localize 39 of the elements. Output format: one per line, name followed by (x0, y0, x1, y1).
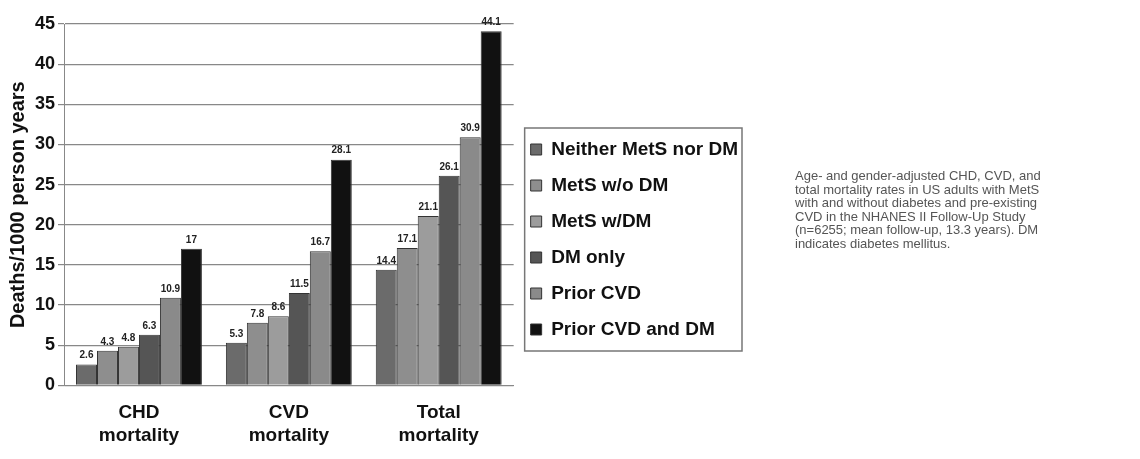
data-label: 11.5 (289, 277, 310, 289)
y-tick-label: 40 (34, 53, 56, 74)
y-tick-label: 35 (34, 93, 56, 114)
data-label: 6.3 (142, 319, 157, 331)
data-label: 14.4 (376, 254, 397, 266)
y-tick-label: 30 (34, 133, 56, 154)
y-tick-label: 10 (34, 294, 56, 315)
y-tick-label: 15 (34, 253, 56, 274)
data-label: 5.3 (229, 327, 244, 339)
legend-label: Neither MetS nor DM (551, 137, 739, 159)
y-axis-title: Deaths/1000 person years (5, 81, 28, 329)
x-tick-label: CHD mortality (98, 401, 180, 445)
x-tick-label: Total mortality (398, 401, 480, 445)
data-label: 10.9 (160, 282, 181, 294)
legend-label: Prior CVD (551, 281, 641, 303)
y-tick-label: 20 (34, 213, 56, 234)
x-tick-label: CVD mortality (248, 401, 330, 445)
legend-label: MetS w/o DM (551, 173, 669, 195)
y-tick-label: 25 (34, 173, 56, 194)
data-label: 4.3 (100, 335, 115, 347)
y-tick-label: 45 (34, 12, 56, 33)
data-label: 2.6 (79, 349, 94, 361)
y-tick-label: 0 (45, 374, 56, 395)
legend-label: MetS w/DM (551, 209, 652, 231)
data-label: 30.9 (460, 121, 481, 133)
data-label: 17.1 (397, 232, 418, 244)
data-label: 4.8 (121, 331, 136, 343)
text: Age- and gender-adjusted CHD, CVD, and total mortality rates in US adults with MetS with and without diabetes and pre-existing CVD in the NHANES II Follow-Up Study (n=6255; mean follow-up, 13.3 years). DM indicates diabetes mellitus. (795, 168, 1042, 251)
y-tick-label: 5 (45, 334, 56, 355)
data-label: 28.1 (331, 144, 352, 156)
data-label: 21.1 (418, 200, 439, 212)
legend-label: Prior CVD and DM (551, 317, 715, 339)
data-label: 26.1 (439, 160, 460, 172)
legend-label: DM only (551, 245, 626, 267)
data-label: 44.1 (481, 15, 502, 27)
data-label: 16.7 (310, 236, 331, 248)
data-label: 17 (185, 233, 198, 245)
data-label: 8.6 (271, 301, 286, 313)
data-label: 7.8 (250, 307, 265, 319)
